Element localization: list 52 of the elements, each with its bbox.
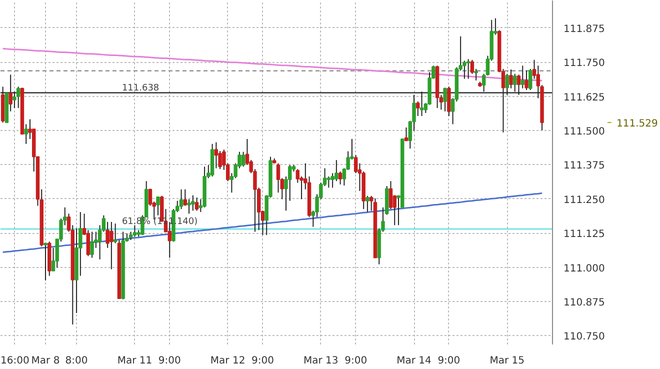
x-tick-label: Mar 8	[31, 356, 60, 366]
candlestick	[44, 242, 48, 281]
candlestick	[156, 196, 160, 216]
x-tick-label: 9:00	[344, 356, 368, 366]
x-tick-label: Mar 11	[117, 356, 152, 366]
candlestick	[110, 221, 114, 270]
y-tick-label: 111.000	[564, 263, 605, 274]
x-tick-label: 8:00	[65, 356, 88, 366]
candlestick	[509, 68, 513, 89]
x-tick-label: 9:00	[252, 356, 274, 366]
ref-line-label: 111.638	[122, 84, 160, 94]
candlestick	[113, 223, 118, 244]
y-tick-label: 110.750	[564, 332, 605, 343]
candlestick	[330, 172, 334, 188]
x-tick-label: Mar 15	[490, 356, 525, 366]
candlestick	[520, 65, 524, 89]
candlestick	[16, 86, 20, 109]
candlestick	[513, 73, 517, 92]
x-tick-label: 9:00	[438, 356, 460, 366]
candlestick	[505, 73, 509, 96]
y-tick-label: 111.875	[564, 24, 605, 35]
candlestick	[90, 231, 94, 258]
candlestick	[404, 126, 408, 142]
y-tick-label: 111.375	[564, 160, 605, 172]
candlestick	[179, 188, 184, 210]
x-tick-label: 9:00	[158, 356, 181, 366]
candlestick	[443, 87, 447, 112]
candlestick	[191, 194, 195, 212]
candlestick	[388, 180, 393, 210]
candlestick	[466, 58, 470, 80]
candlestick	[214, 142, 218, 169]
y-tick-label: 111.250	[564, 194, 605, 206]
x-tick-label: Mar 14	[396, 356, 432, 366]
candlestick	[326, 176, 331, 188]
x-tick-label: 16:00	[0, 356, 30, 366]
candlestick	[8, 74, 12, 112]
candlestick	[420, 91, 424, 116]
x-tick-label: Mar 12	[210, 356, 246, 366]
candlestick	[24, 124, 28, 144]
x-tick-label: Mar 13	[304, 356, 338, 366]
candlestick	[338, 171, 342, 185]
y-tick-label: 111.750	[564, 58, 605, 70]
candlestick	[528, 68, 532, 90]
candlestick	[194, 197, 199, 212]
y-tick-label: 111.500	[564, 126, 605, 138]
candlestick	[187, 198, 191, 214]
text: 111.529	[616, 118, 658, 130]
y-tick-label: 111.125	[564, 229, 605, 240]
y-tick-label: 110.875	[564, 298, 605, 309]
y-tick-label: 111.625	[564, 92, 605, 104]
candlestick	[132, 224, 137, 238]
candlestick	[366, 195, 370, 213]
